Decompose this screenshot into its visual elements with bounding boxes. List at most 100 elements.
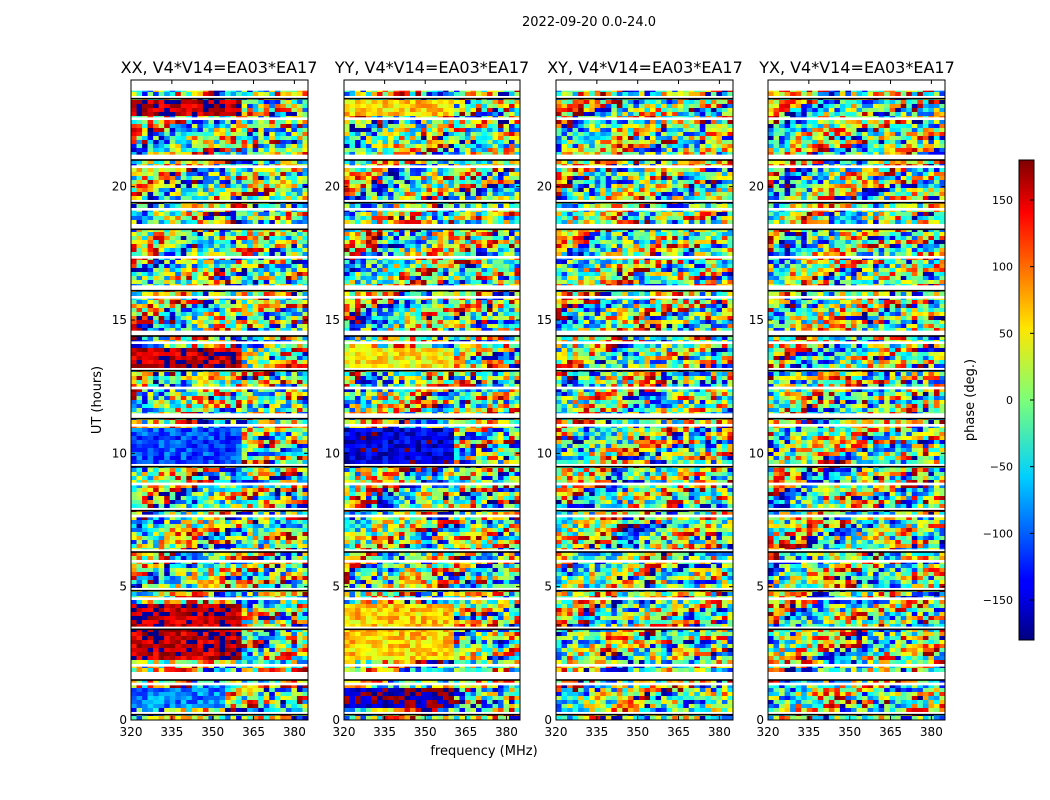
- heatmap-cell: [202, 172, 209, 177]
- heatmap-cell: [241, 292, 248, 297]
- heatmap-cell: [169, 600, 176, 605]
- heatmap-cell: [180, 648, 187, 653]
- heatmap-cell: [169, 292, 176, 297]
- heatmap-cell: [280, 600, 287, 605]
- heatmap-cell: [230, 380, 237, 385]
- heatmap-cell: [142, 204, 148, 209]
- heatmap-cell: [153, 184, 160, 189]
- heatmap-cell: [241, 260, 248, 265]
- heatmap-cell: [131, 180, 137, 185]
- heatmap-cell: [225, 652, 231, 657]
- heatmap-cell: [147, 484, 154, 489]
- heatmap-cell: [291, 112, 298, 117]
- heatmap-cell: [147, 540, 154, 545]
- heatmap-cell: [285, 240, 292, 245]
- heatmap-cell: [280, 564, 287, 569]
- heatmap-cell: [147, 700, 154, 705]
- heatmap-cell: [236, 304, 242, 309]
- heatmap-cell: [258, 608, 265, 613]
- heatmap-cell: [202, 440, 209, 445]
- heatmap-cell: [197, 436, 204, 441]
- heatmap-cell: [280, 300, 287, 305]
- heatmap-cell: [291, 228, 298, 233]
- heatmap-cell: [208, 292, 215, 297]
- heatmap-cell: [274, 180, 281, 185]
- heatmap-cell: [142, 144, 148, 149]
- heatmap-cell: [230, 440, 237, 445]
- heatmap-cell: [236, 236, 242, 241]
- heatmap-cell: [197, 624, 204, 629]
- heatmap-cell: [191, 452, 198, 457]
- heatmap-cell: [208, 124, 215, 129]
- heatmap-cell: [296, 600, 303, 605]
- heatmap-cell: [136, 260, 143, 265]
- heatmap-cell: [241, 496, 248, 501]
- heatmap-cell: [263, 700, 270, 705]
- heatmap-cell: [136, 204, 143, 209]
- heatmap-cell: [291, 396, 298, 401]
- heatmap-cell: [136, 352, 143, 357]
- panel-xx: XX, V4*V14=EA03*EA17 320 335 350 365 3800510…: [112, 58, 318, 739]
- heatmap-cell: [236, 608, 242, 613]
- heatmap-cell: [274, 564, 281, 569]
- heatmap-cell: [136, 668, 143, 673]
- heatmap-cell: [147, 180, 154, 185]
- heatmap-cell: [186, 128, 193, 133]
- heatmap-cell: [208, 384, 215, 389]
- heatmap-cell: [142, 220, 148, 225]
- heatmap-cell: [280, 236, 287, 241]
- heatmap-cell: [241, 328, 248, 333]
- heatmap-cell: [219, 668, 226, 673]
- heatmap-cell: [169, 572, 176, 577]
- heatmap-cell: [186, 408, 193, 413]
- heatmap-cell: [280, 232, 287, 237]
- heatmap-cell: [142, 408, 148, 413]
- heatmap-cell: [263, 252, 270, 257]
- heatmap-cell: [208, 112, 215, 117]
- heatmap-cell: [131, 160, 137, 165]
- heatmap-cell: [158, 280, 165, 285]
- heatmap-cell: [219, 264, 226, 269]
- heatmap-cell: [247, 512, 254, 517]
- heatmap-cell: [236, 308, 242, 313]
- heatmap-cell: [302, 488, 309, 493]
- heatmap-cell: [147, 384, 154, 389]
- heatmap-cell: [258, 396, 265, 401]
- heatmap-cell: [241, 144, 248, 149]
- heatmap-cell: [296, 228, 303, 233]
- heatmap-cell: [213, 576, 220, 581]
- heatmap-cell: [236, 172, 242, 177]
- heatmap-cell: [191, 500, 198, 505]
- heatmap-cell: [202, 472, 209, 477]
- heatmap-cell: [236, 388, 242, 393]
- heatmap-cell: [213, 236, 220, 241]
- heatmap-cell: [241, 692, 248, 697]
- heatmap-cell: [153, 364, 160, 369]
- heatmap-cell: [142, 172, 148, 177]
- heatmap-cell: [208, 552, 215, 557]
- heatmap-cell: [208, 640, 215, 645]
- heatmap-cell: [213, 512, 220, 517]
- heatmap-cell: [269, 648, 276, 653]
- heatmap-cell: [241, 380, 248, 385]
- heatmap-cell: [197, 592, 204, 597]
- heatmap-cell: [280, 180, 287, 185]
- heatmap-cell: [169, 336, 176, 341]
- heatmap-cell: [153, 696, 160, 701]
- heatmap-cell: [208, 544, 215, 549]
- heatmap-cell: [153, 352, 160, 357]
- heatmap-cell: [291, 132, 298, 137]
- heatmap-cell: [280, 576, 287, 581]
- heatmap-cell: [131, 364, 137, 369]
- heatmap-cell: [142, 396, 148, 401]
- heatmap-cell: [175, 428, 182, 433]
- heatmap-cell: [263, 216, 270, 221]
- heatmap-cell: [296, 388, 303, 393]
- heatmap-cell: [164, 344, 171, 349]
- heatmap-cell: [280, 112, 287, 117]
- heatmap-cell: [236, 700, 242, 705]
- heatmap-cell: [225, 616, 231, 621]
- heatmap-cell: [263, 100, 270, 105]
- heatmap-cell: [147, 592, 154, 597]
- heatmap-cell: [269, 556, 276, 561]
